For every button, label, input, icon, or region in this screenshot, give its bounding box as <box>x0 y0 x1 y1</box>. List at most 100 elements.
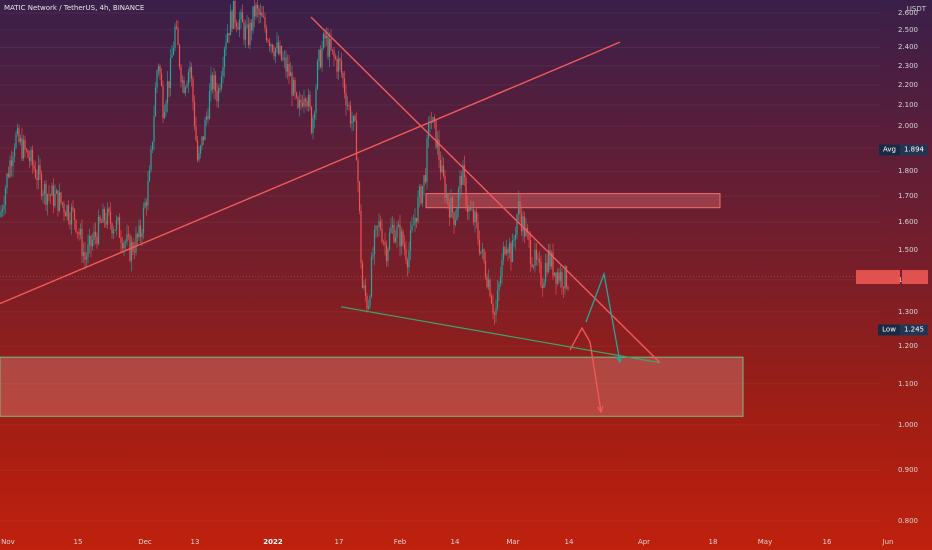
candle-body <box>57 190 59 211</box>
candle-body <box>184 87 187 93</box>
resistance-zone <box>425 193 721 209</box>
y-tick-label: 2.400 <box>897 43 918 52</box>
candle-body <box>303 98 305 107</box>
candle-body <box>502 246 505 260</box>
candle-body <box>34 169 37 178</box>
x-tick-label: 2022 <box>263 538 283 546</box>
candle-body <box>271 44 274 52</box>
candle-body <box>297 96 299 108</box>
candle-body <box>145 202 148 206</box>
candle-body <box>519 201 521 214</box>
candle-body <box>409 230 412 251</box>
candle-body <box>204 120 206 141</box>
candle-body <box>159 66 161 74</box>
candle-body <box>223 48 226 67</box>
candle-body <box>324 33 326 39</box>
candle-body <box>346 104 349 106</box>
x-tick-label: Apr <box>637 538 651 546</box>
candle-body <box>45 183 47 205</box>
candle-body <box>534 249 536 266</box>
candle-body <box>285 57 287 72</box>
candle-body <box>352 115 355 122</box>
candle-body <box>244 26 247 40</box>
candle-body <box>313 112 316 119</box>
candle-body <box>169 57 172 89</box>
candle-body <box>219 88 221 90</box>
candle-body <box>208 91 211 119</box>
candle-body <box>322 33 325 49</box>
candle-body <box>72 207 74 210</box>
candle-body <box>136 234 139 238</box>
candle-body <box>561 271 563 287</box>
candle-body <box>268 40 271 47</box>
candle-body <box>174 26 176 48</box>
candle-body <box>25 149 28 151</box>
candle-body <box>423 175 425 186</box>
candle-body <box>162 85 164 119</box>
candle-body <box>9 160 11 177</box>
candle-body <box>342 72 344 79</box>
candle-body <box>564 266 566 289</box>
candle-body <box>393 224 395 243</box>
x-tick-label: May <box>757 538 773 546</box>
candle-body <box>453 212 455 225</box>
candle-body <box>7 173 10 177</box>
candle-body <box>492 303 494 314</box>
y-tick-label: 1.500 <box>897 246 918 255</box>
candle-body <box>475 211 478 223</box>
candle-body <box>39 165 41 175</box>
candle-body <box>411 225 413 231</box>
candle-body <box>21 138 23 159</box>
candle-body <box>199 145 202 154</box>
candle-body <box>331 49 334 51</box>
candle-body <box>525 227 527 237</box>
candle-body <box>532 265 535 268</box>
candle-body <box>85 257 88 260</box>
candle-body <box>19 138 22 142</box>
candle-body <box>307 94 310 107</box>
candle-body <box>12 156 14 167</box>
candle-body <box>550 252 553 267</box>
candle-body <box>186 84 188 88</box>
candle-body <box>112 230 115 234</box>
candle-body <box>565 266 568 288</box>
bullish-scenario-arrow <box>585 271 621 363</box>
candle-body <box>148 169 151 182</box>
candle-body <box>27 150 29 158</box>
x-tick-label: Jun <box>882 538 894 546</box>
candle-body <box>69 220 71 225</box>
candle-body <box>192 78 194 102</box>
candle-body <box>210 75 212 92</box>
candle-body <box>207 116 209 119</box>
candle-body <box>165 102 167 112</box>
candle-body <box>214 75 217 92</box>
avg-label: Avg <box>878 144 900 156</box>
candle-body <box>372 254 374 257</box>
candle-body <box>420 186 422 204</box>
candle-body <box>337 58 340 72</box>
x-tick-label: Feb <box>393 538 407 546</box>
candle-body <box>205 116 208 121</box>
candle-body <box>318 49 320 61</box>
candle-body <box>412 224 415 226</box>
candle-body <box>246 24 248 27</box>
candle-body <box>544 262 547 282</box>
candle-body <box>60 192 62 203</box>
candle-body <box>432 117 434 123</box>
candle-body <box>102 208 104 223</box>
candle-body <box>439 160 442 173</box>
candle-body <box>486 277 488 288</box>
x-tick-label: 17 <box>334 538 344 546</box>
candle-body <box>189 66 191 73</box>
candle-body <box>547 250 550 273</box>
candle-body <box>399 224 401 247</box>
candle-body <box>319 49 322 68</box>
candle-body <box>94 231 97 237</box>
candle-body <box>451 197 454 213</box>
candle-body <box>153 116 155 142</box>
candle-body <box>516 214 518 235</box>
y-tick-label: 2.500 <box>897 25 918 34</box>
candle-body <box>459 176 461 189</box>
candle-body <box>556 272 559 284</box>
